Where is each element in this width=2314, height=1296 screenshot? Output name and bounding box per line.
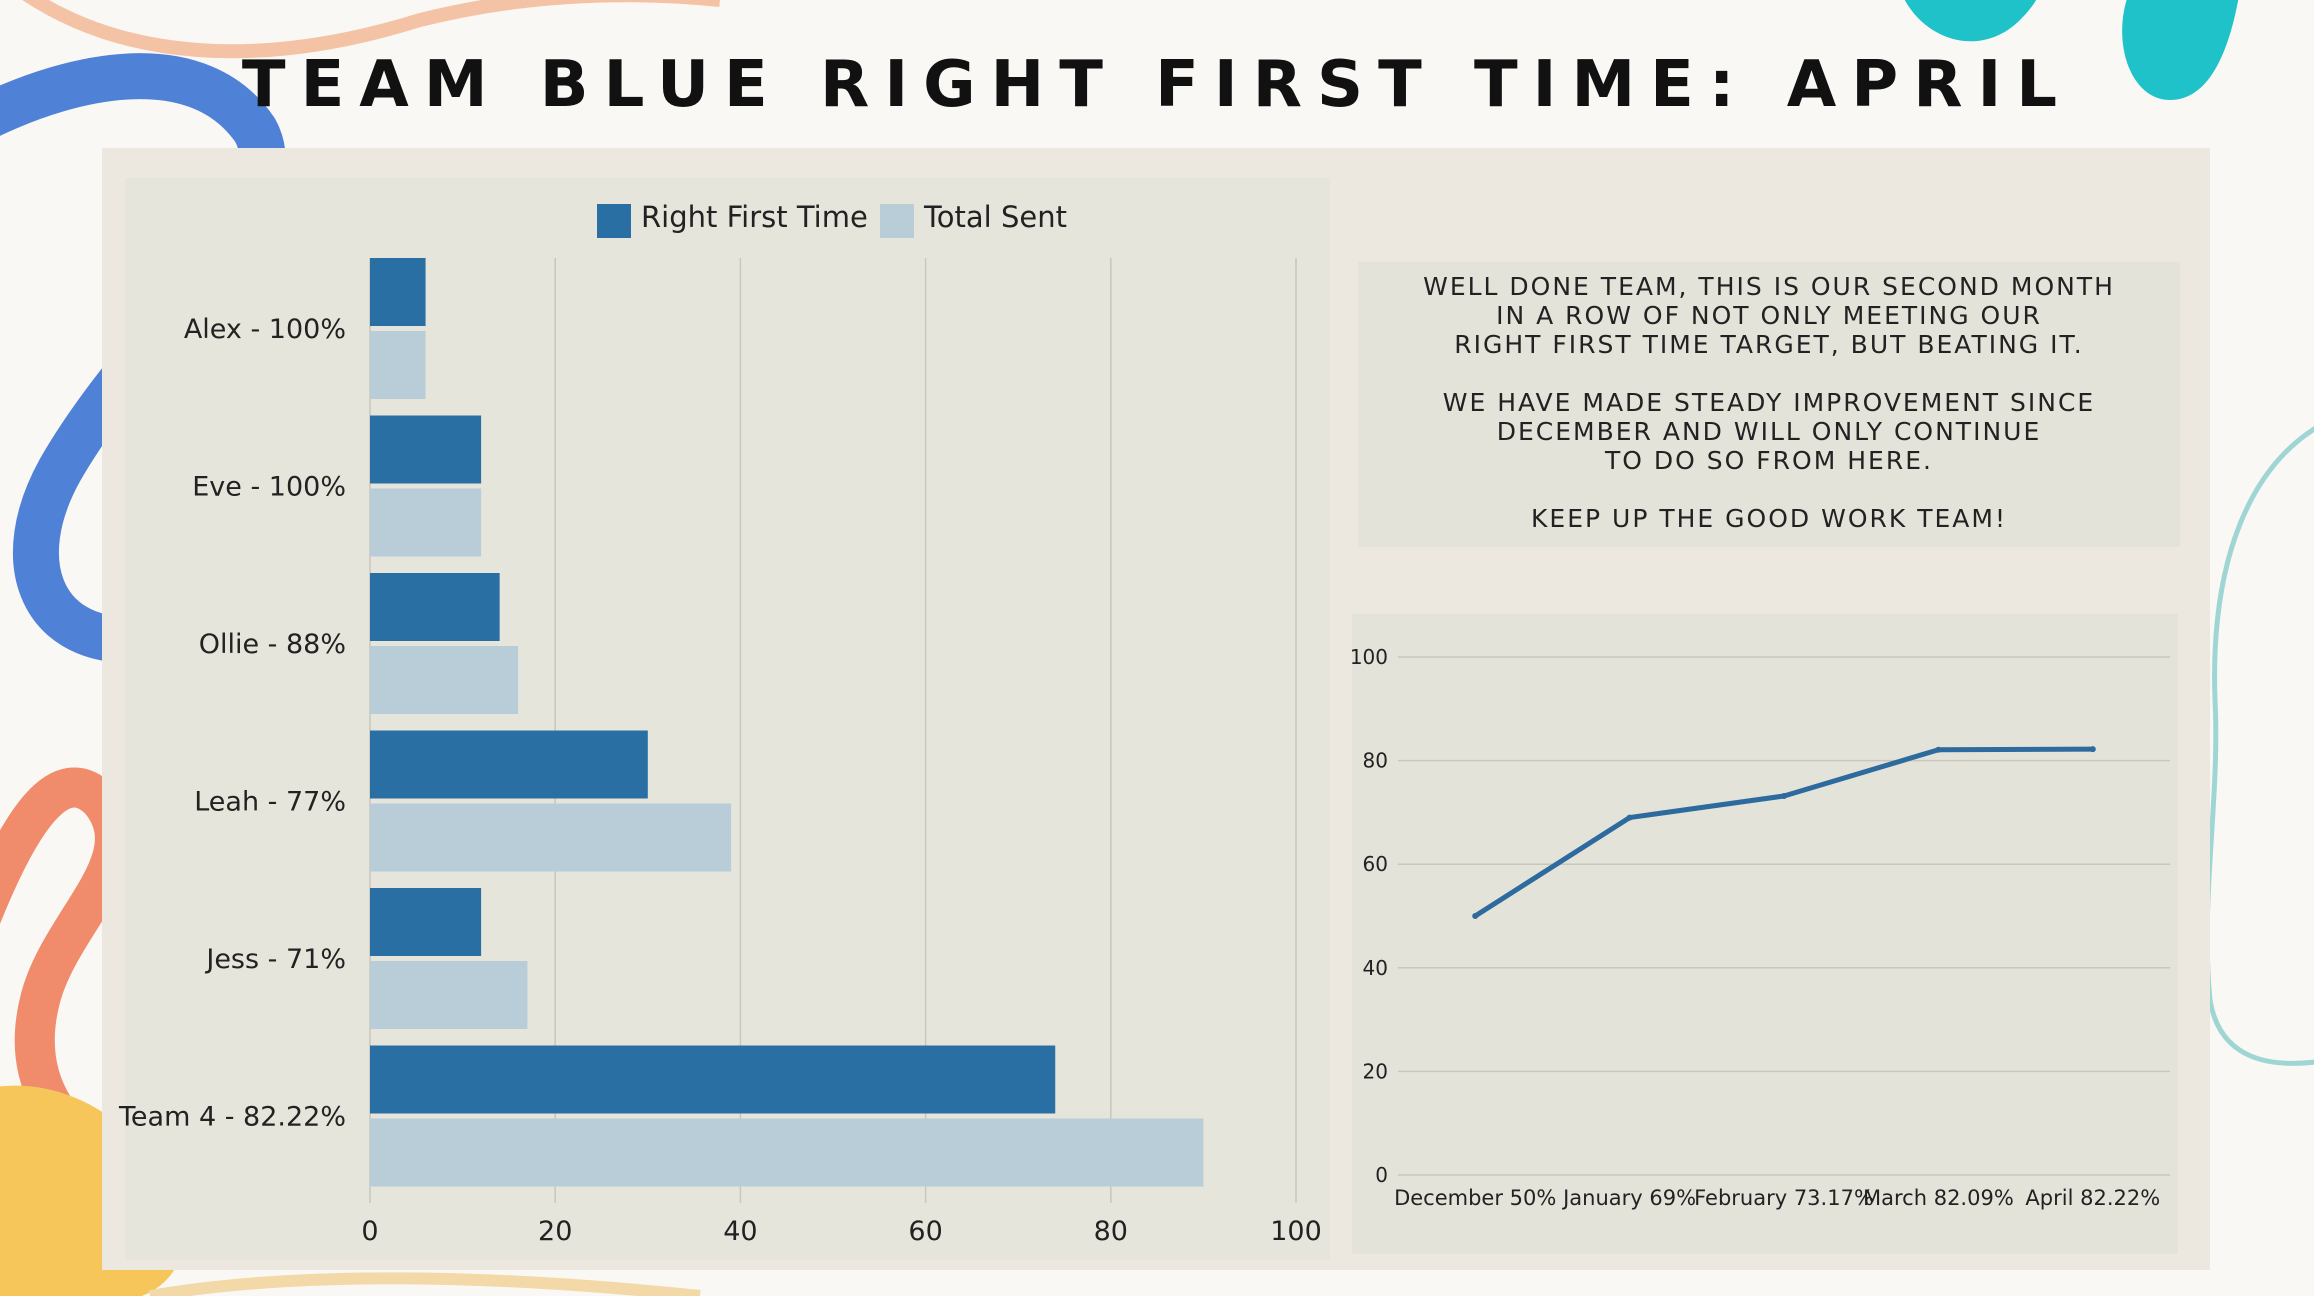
message-paragraph-1: WELL DONE TEAM, THIS IS OUR SECOND MONTH… <box>1423 272 2115 359</box>
data-point <box>1472 913 1479 919</box>
x-tick-label: December 50% <box>1394 1186 1556 1210</box>
message-paragraph-3: KEEP UP THE GOOD WORK TEAM! <box>1531 504 2007 533</box>
y-tick-label: 20 <box>1363 1059 1388 1083</box>
x-tick-label: April 82.22% <box>2025 1186 2160 1210</box>
total-sent-bar <box>370 331 426 399</box>
right-first-time-bar <box>370 888 482 956</box>
x-tick-label: 40 <box>723 1216 757 1247</box>
teal-blob-shape <box>1904 0 2239 100</box>
team-message: WELL DONE TEAM, THIS IS OUR SECOND MONTH… <box>1358 272 2180 562</box>
legend-swatch-right-first-time <box>597 204 631 238</box>
line-chart-panel <box>1352 614 2178 1254</box>
category-label: Leah - 77% <box>194 787 346 818</box>
total-sent-bar <box>370 961 528 1029</box>
y-tick-label: 40 <box>1363 956 1388 980</box>
teal-line-shape <box>2204 426 2314 1066</box>
right-first-time-bar <box>370 573 500 641</box>
peach-curve-shape <box>22 0 720 59</box>
data-point <box>1626 814 1633 821</box>
x-tick-label: 20 <box>538 1216 572 1247</box>
x-tick-label: 0 <box>361 1216 378 1247</box>
total-sent-bar <box>370 803 732 872</box>
right-first-time-bar <box>370 258 426 326</box>
legend-label: Right First Time <box>641 200 868 234</box>
message-paragraph-2: WE HAVE MADE STEADY IMPROVEMENT SINCE DE… <box>1442 388 2096 475</box>
data-point <box>2089 746 2096 753</box>
x-tick-label: March 82.09% <box>1863 1186 2014 1210</box>
y-tick-label: 0 <box>1375 1163 1388 1187</box>
x-tick-label: 80 <box>1094 1216 1128 1247</box>
x-tick-label: 60 <box>908 1216 942 1247</box>
legend-swatch-total-sent <box>880 204 914 238</box>
x-tick-label: January 69% <box>1561 1186 1696 1210</box>
data-point <box>1935 746 1942 753</box>
right-first-time-bar <box>370 1045 1056 1114</box>
right-first-time-bar <box>370 415 482 484</box>
category-label: Eve - 100% <box>192 472 346 503</box>
total-sent-bar <box>370 1118 1204 1187</box>
category-label: Alex - 100% <box>184 314 346 345</box>
bottom-stripe-shape <box>148 1272 701 1296</box>
y-tick-label: 80 <box>1363 749 1388 773</box>
right-first-time-bar <box>370 730 648 799</box>
page-title: TEAM BLUE RIGHT FIRST TIME: APRIL <box>241 48 2073 122</box>
data-point <box>1781 792 1787 799</box>
category-label: Team 4 - 82.22% <box>118 1102 346 1133</box>
category-label: Jess - 71% <box>204 944 346 975</box>
total-sent-bar <box>370 646 519 714</box>
y-tick-label: 60 <box>1363 852 1388 876</box>
total-sent-bar <box>370 488 482 557</box>
x-tick-label: 100 <box>1270 1216 1322 1247</box>
legend-label: Total Sent <box>923 200 1067 234</box>
x-tick-label: February 73.17% <box>1694 1186 1874 1210</box>
message-panel <box>1358 262 2180 547</box>
trend-line <box>1473 746 2093 919</box>
y-tick-label: 100 <box>1350 645 1388 669</box>
category-label: Ollie - 88% <box>199 629 346 660</box>
